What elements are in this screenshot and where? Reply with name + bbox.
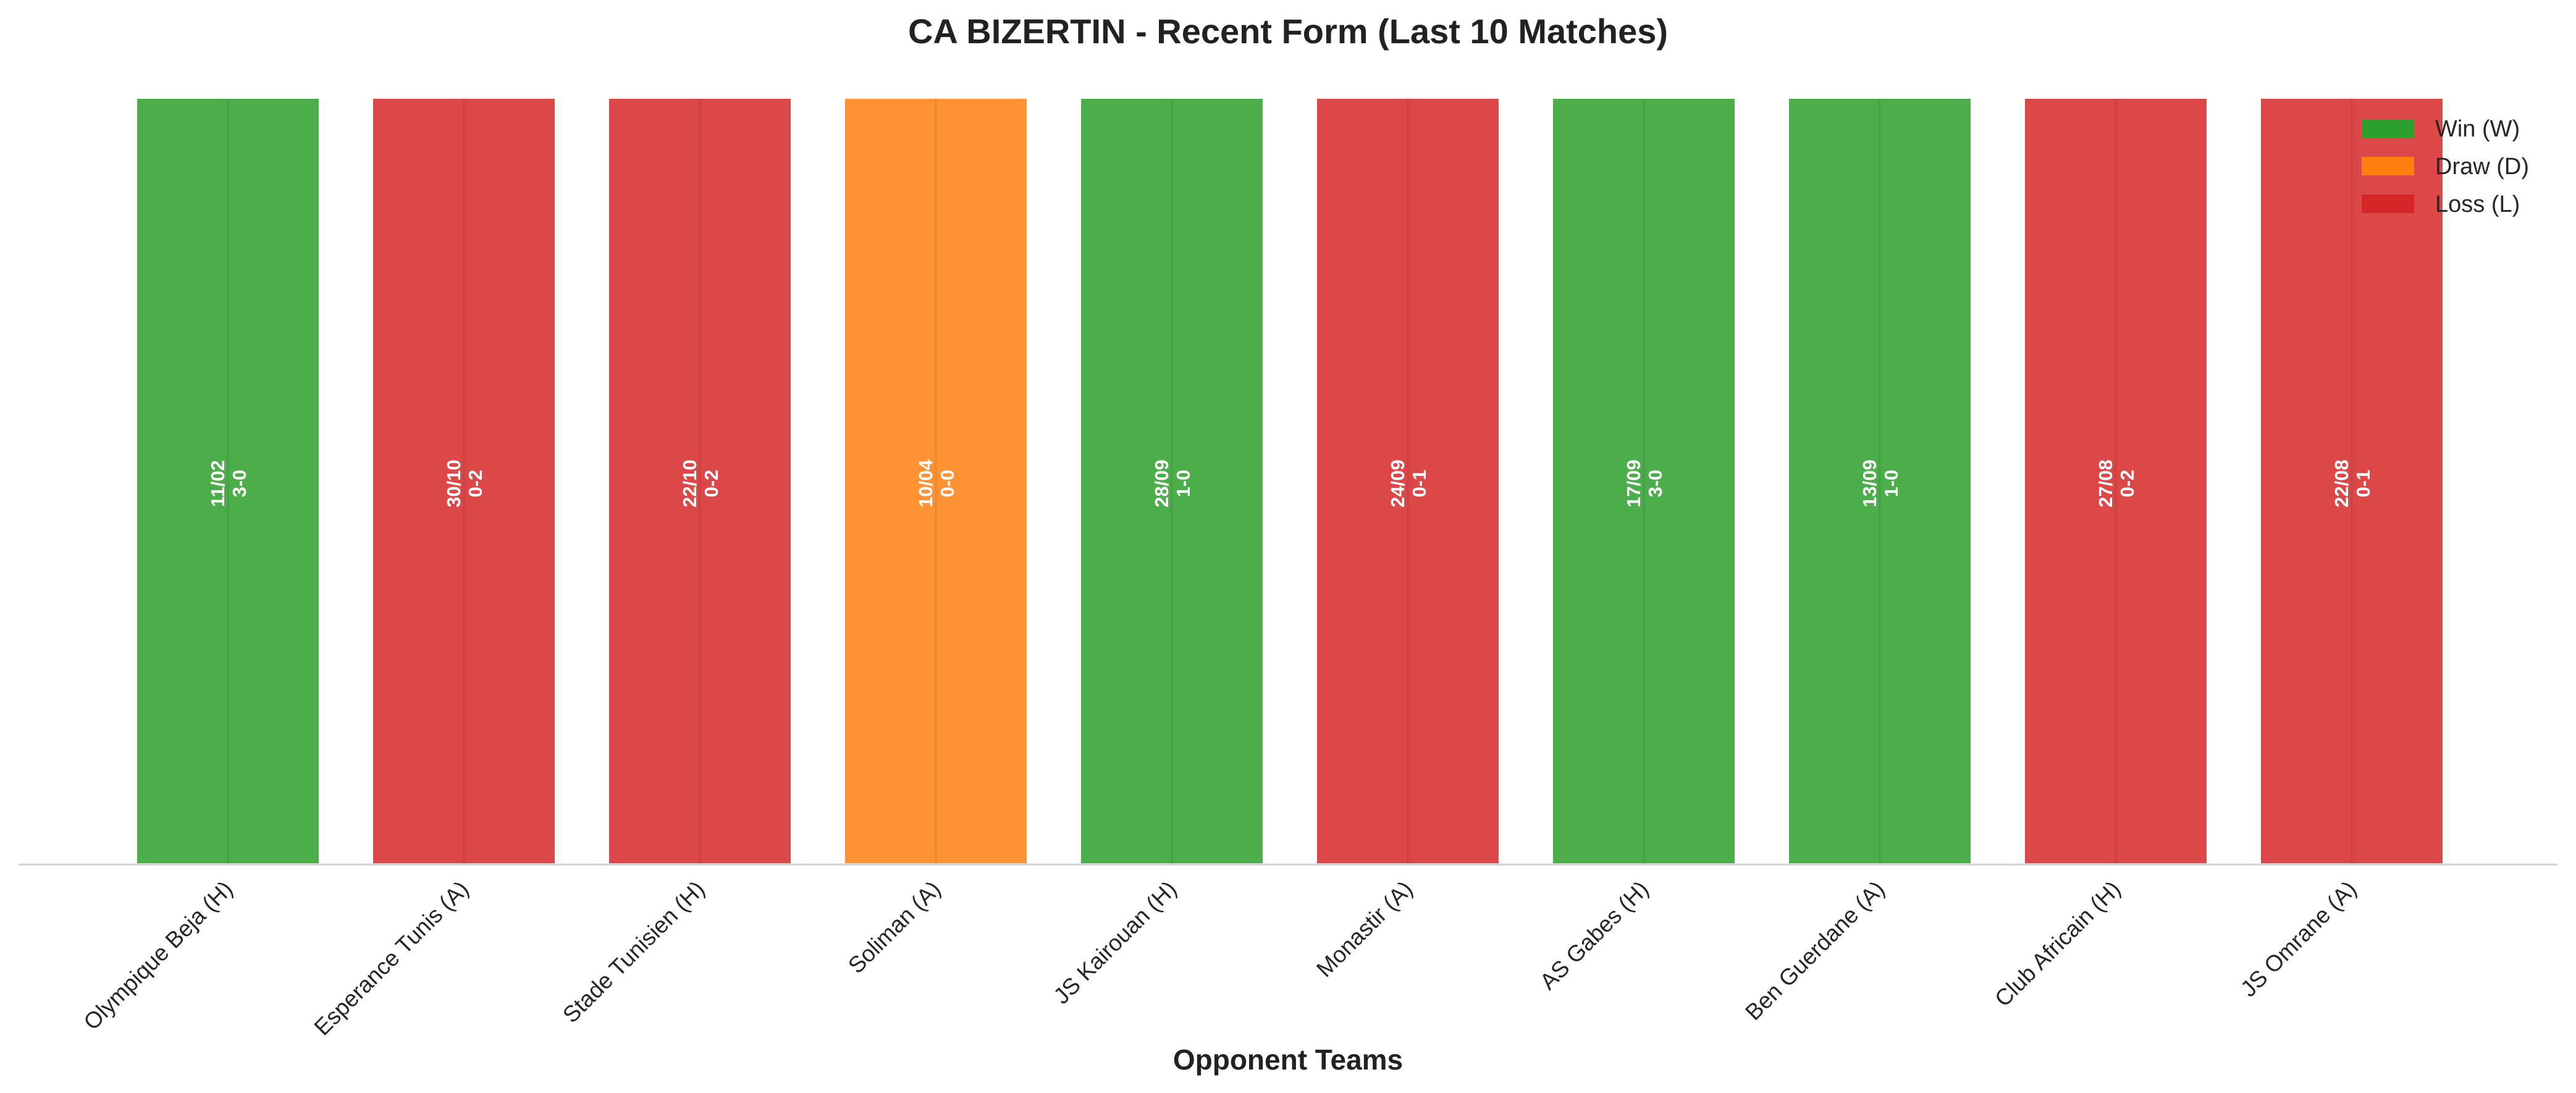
- legend-swatch: [2362, 195, 2414, 213]
- match-date-label: 22/08: [2331, 459, 2352, 508]
- match-score-label: 1-0: [1172, 470, 1194, 498]
- match-score-label: 1-0: [1880, 470, 1902, 498]
- x-tick-label: Club Africain (H): [1990, 876, 2125, 1011]
- bar: [843, 96, 1029, 866]
- bar: [607, 96, 793, 866]
- x-tick-label: JS Omrane (A): [2236, 876, 2361, 1002]
- x-tick-label: Ben Guerdane (A): [1740, 876, 1889, 1025]
- bar-data-label: 30/100-2: [443, 459, 486, 508]
- bar-data-label: 22/100-2: [679, 459, 722, 508]
- match-score-label: 0-1: [1408, 470, 1430, 498]
- bar-data-label: 13/091-0: [1859, 459, 1902, 508]
- bar: [1315, 96, 1501, 866]
- legend-label: Draw (D): [2435, 154, 2529, 180]
- x-tick-label: Esperance Tunis (A): [309, 876, 474, 1041]
- x-axis-label: Opponent Teams: [1173, 1044, 1403, 1076]
- match-date-label: 24/09: [1387, 459, 1408, 508]
- x-tick-label: AS Gabes (H): [1535, 876, 1654, 995]
- bar-data-label: 17/093-0: [1623, 459, 1666, 508]
- match-score-label: 0-1: [2352, 470, 2374, 498]
- match-score-label: 3-0: [229, 470, 250, 498]
- match-date-label: 10/04: [915, 459, 937, 507]
- match-date-label: 28/09: [1151, 459, 1172, 508]
- legend-swatch: [2362, 157, 2414, 175]
- match-score-label: 0-2: [2116, 470, 2138, 498]
- x-tick-labels: Olympique Beja (H) Esperance Tunis (A) Sta…: [78, 876, 2361, 1041]
- match-score-label: 0-2: [701, 470, 722, 498]
- bar-data-label: 22/080-1: [2331, 459, 2374, 508]
- bar: [371, 96, 557, 866]
- x-tick-label: Olympique Beja (H): [78, 876, 237, 1035]
- match-date-label: 13/09: [1859, 459, 1880, 508]
- match-date-label: 17/09: [1623, 459, 1644, 508]
- bar: [1551, 96, 1737, 866]
- bars-group: 11/023-0 30/100-2 22/100-2 10/040-0 28/091-0…: [135, 96, 2445, 866]
- x-tick-label: JS Kairouan (H): [1049, 876, 1182, 1009]
- legend-swatch: [2362, 119, 2414, 138]
- legend: Win (W) Draw (D) Loss (L): [2362, 116, 2529, 217]
- match-score-label: 3-0: [1644, 470, 1666, 498]
- legend-label: Win (W): [2435, 116, 2520, 142]
- bar-data-label: 11/023-0: [207, 460, 250, 507]
- match-score-label: 0-2: [465, 470, 486, 498]
- bar-data-label: 24/090-1: [1387, 459, 1430, 508]
- match-score-label: 0-0: [937, 470, 958, 498]
- bar-data-label: 27/080-2: [2095, 459, 2138, 508]
- legend-label: Loss (L): [2435, 191, 2520, 217]
- match-date-label: 27/08: [2095, 459, 2116, 508]
- match-date-label: 30/10: [443, 459, 465, 508]
- bar-data-label: 28/091-0: [1151, 459, 1194, 508]
- match-date-label: 22/10: [679, 459, 701, 508]
- bar-data-label: 10/040-0: [915, 459, 958, 507]
- x-tick-label: Monastir (A): [1311, 876, 1417, 982]
- chart-title: CA BIZERTIN - Recent Form (Last 10 Match…: [908, 12, 1668, 51]
- match-date-label: 11/02: [207, 460, 229, 507]
- x-tick-label: Soliman (A): [843, 876, 946, 979]
- bar: [135, 96, 321, 866]
- bar: [2258, 96, 2445, 866]
- bar: [1079, 96, 1265, 866]
- x-tick-label: Stade Tunisien (H): [558, 876, 710, 1028]
